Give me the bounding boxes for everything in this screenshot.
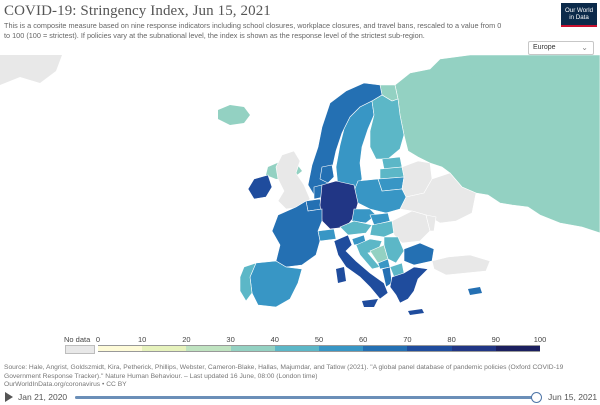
legend-swatch[interactable] [186, 345, 231, 352]
region-czechia[interactable] [351, 208, 377, 224]
timeline-end-label[interactable]: Jun 15, 2021 [548, 392, 598, 402]
legend-tick: 90 [491, 335, 500, 344]
timeline-fill [75, 396, 537, 399]
logo-line2: in Data [569, 14, 589, 21]
region-spain[interactable] [249, 260, 303, 308]
region-france[interactable] [271, 200, 323, 268]
legend-tick: 20 [182, 335, 191, 344]
legend: No data 0 10 20 30 40 50 60 70 80 90 100 [60, 333, 550, 355]
legend-tick: 100 [533, 335, 547, 344]
source-url[interactable]: OurWorldInData.org/coronavirus • CC BY [4, 381, 127, 389]
region-romania[interactable] [391, 210, 431, 244]
timeline: Jan 21, 2020 Jun 15, 2021 [0, 389, 600, 405]
legend-swatch[interactable] [142, 345, 187, 352]
region-portugal[interactable] [239, 262, 257, 302]
region-select[interactable]: Europe ⌄ [528, 41, 594, 55]
source-note: Source: Hale, Angrist, Goldszmidt, Kira,… [4, 364, 596, 390]
region-turkey[interactable] [431, 254, 491, 276]
region-select-value: Europe [533, 44, 556, 51]
region-crete[interactable] [408, 309, 424, 315]
legend-swatch[interactable] [230, 345, 275, 352]
region-russia[interactable] [394, 55, 600, 234]
region-cyprus[interactable] [468, 287, 482, 295]
region-hungary[interactable] [369, 220, 399, 238]
region-italy[interactable] [333, 234, 389, 300]
legend-tick: 30 [226, 335, 235, 344]
region-bulgaria[interactable] [403, 242, 435, 266]
source-text: Source: Hale, Angrist, Goldszmidt, Kira,… [4, 364, 564, 380]
region-serbia[interactable] [383, 236, 405, 264]
chevron-down-icon: ⌄ [581, 43, 588, 52]
region-finland[interactable] [369, 94, 405, 160]
region-austria[interactable] [339, 220, 373, 236]
region-sicily[interactable] [362, 299, 378, 307]
region-switzerland[interactable] [317, 228, 337, 242]
legend-tick: 40 [270, 335, 279, 344]
legend-tick: 50 [314, 335, 324, 344]
region-croatia[interactable] [355, 238, 383, 270]
timeline-track[interactable] [75, 392, 542, 403]
region-svalbard[interactable] [218, 105, 250, 125]
legend-nodata-swatch[interactable] [65, 345, 95, 354]
region-greenland[interactable] [0, 55, 62, 85]
europe-map[interactable] [0, 55, 600, 330]
logo-line1: Our World [564, 7, 594, 14]
legend-swatch[interactable] [98, 345, 143, 352]
legend-swatch[interactable] [274, 345, 319, 352]
legend-tick: 80 [447, 335, 456, 344]
timeline-handle[interactable] [531, 392, 542, 403]
region-greece[interactable] [389, 266, 429, 304]
legend-swatch[interactable] [451, 345, 496, 352]
region-moldova[interactable] [425, 214, 437, 232]
region-sardinia[interactable] [336, 267, 346, 283]
legend-tick: 0 [95, 335, 101, 344]
legend-tick: 60 [359, 335, 368, 344]
legend-tick: 70 [403, 335, 412, 344]
legend-swatch[interactable] [407, 345, 452, 352]
owid-logo[interactable]: Our World in Data [561, 3, 597, 27]
region-slovakia[interactable] [369, 212, 391, 226]
region-denmark[interactable] [319, 164, 335, 184]
legend-swatch[interactable] [363, 345, 408, 352]
legend-swatch[interactable] [319, 345, 364, 352]
chart-subtitle: This is a composite measure based on nin… [4, 21, 502, 40]
region-ireland[interactable] [247, 174, 273, 200]
region-united-kingdom[interactable] [275, 150, 311, 210]
play-icon[interactable] [5, 392, 13, 402]
legend-nodata-label: No data [64, 335, 91, 344]
timeline-start-label[interactable]: Jan 21, 2020 [18, 392, 68, 402]
chart-title: COVID-19: Stringency Index, Jun 15, 2021 [4, 3, 271, 19]
legend-swatch[interactable] [495, 345, 540, 352]
region-novaya-zemlya[interactable] [470, 57, 484, 77]
legend-tick: 10 [138, 335, 147, 344]
